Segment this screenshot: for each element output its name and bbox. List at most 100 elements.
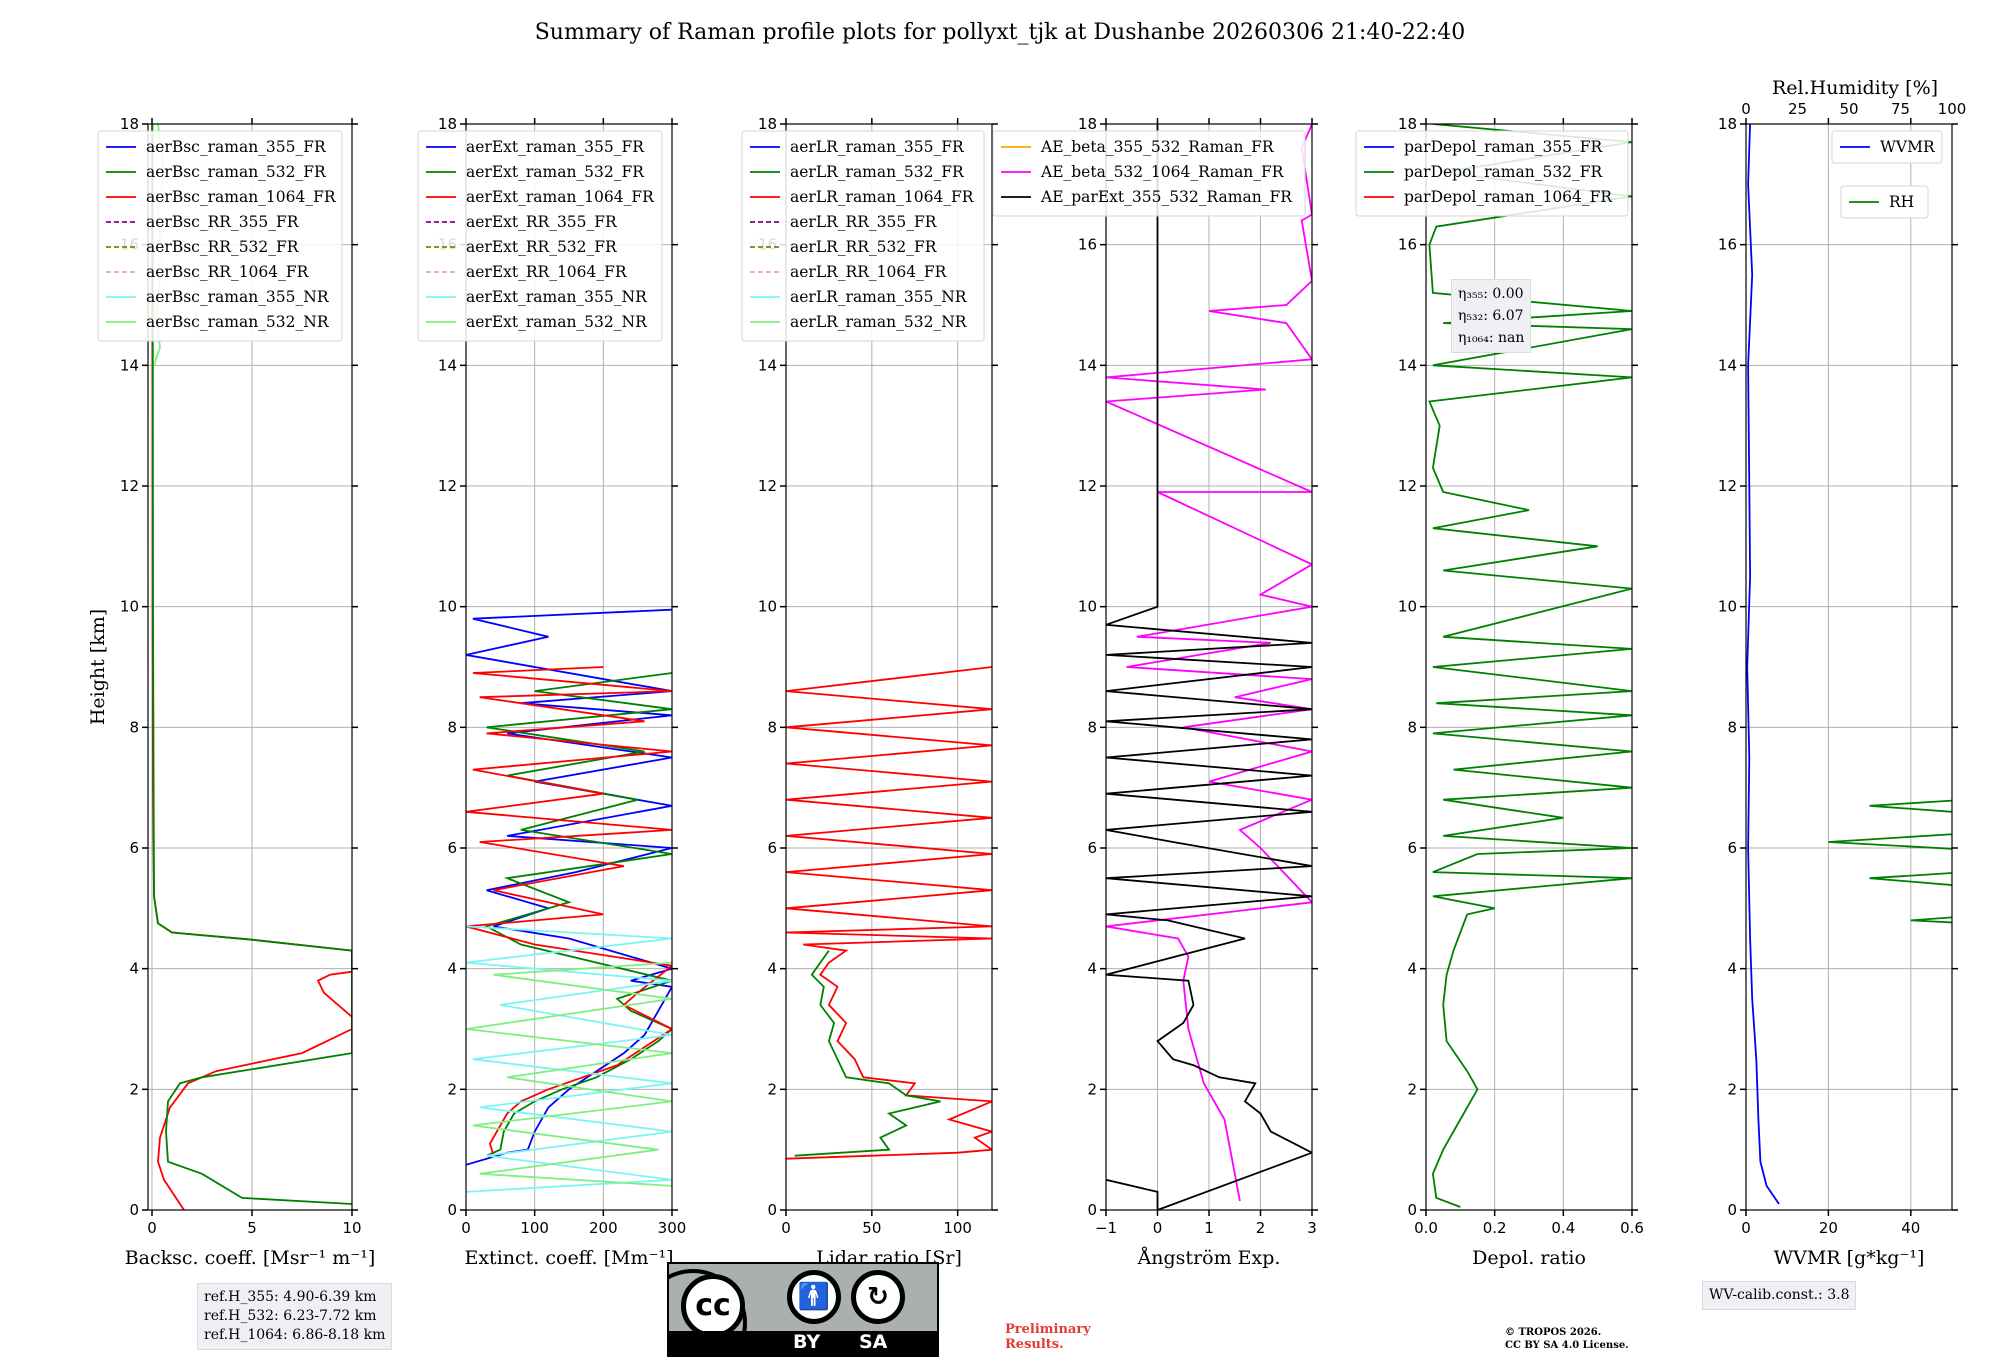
y-tick-label: 4: [767, 960, 777, 978]
share-alike-icon: ↻: [851, 1270, 905, 1324]
legend-label: aerBsc_RR_1064_FR: [146, 263, 310, 281]
legend-label: aerExt_RR_532_FR: [466, 238, 618, 256]
y-tick-label: 6: [1727, 839, 1737, 857]
x-tick-label: 300: [658, 1219, 687, 1237]
y-tick-label: 10: [1078, 598, 1097, 616]
y-tick-label: 2: [1727, 1080, 1737, 1098]
legend: aerExt_raman_355_FR aerExt_raman_532_FRae…: [417, 130, 663, 342]
legend-box: [1355, 130, 1629, 217]
legend-label: aerLR_RR_355_FR: [790, 213, 938, 231]
y-tick-label: 10: [438, 598, 457, 616]
x-tick-label: 0.4: [1551, 1219, 1575, 1237]
legend-box: [1831, 130, 1943, 164]
series-AE_beta_532_1064_Raman_FR: [1106, 124, 1312, 1202]
legend-label: aerBsc_raman_355_NR: [146, 288, 330, 306]
x-axis-label: Depol. ratio: [1472, 1247, 1586, 1269]
x-tick-label: 10: [342, 1219, 361, 1237]
x-tick-label: 0: [461, 1219, 471, 1237]
y-tick-label: 0: [1407, 1201, 1417, 1219]
y-tick-label: 16: [1718, 236, 1737, 254]
y-tick-label: 4: [447, 960, 457, 978]
legend-label: aerLR_raman_1064_FR: [790, 188, 975, 206]
y-tick-label: 10: [758, 598, 777, 616]
x-tick-label: 50: [862, 1219, 881, 1237]
y-tick-label: 14: [1718, 356, 1737, 374]
legend-label: parDepol_raman_1064_FR: [1404, 188, 1613, 206]
y-tick-label: 8: [1087, 718, 1097, 736]
cc-license-badge: cc 🚹 ↻ BY SA: [667, 1262, 939, 1357]
panel-bsc: 0246810121416180510Backsc. coeff. [Msr⁻¹…: [87, 115, 375, 1269]
y-tick-label: 12: [1718, 477, 1737, 495]
cc-by-label: BY: [793, 1331, 821, 1353]
y-tick-label: 18: [1398, 115, 1417, 133]
series-AE_parExt_355_532_Raman_FR: [1106, 124, 1312, 1210]
legend-label: aerLR_RR_532_FR: [790, 238, 938, 256]
legend: aerBsc_raman_355_FR aerBsc_raman_532_FRae…: [97, 130, 343, 342]
y-axis-label: Height [km]: [87, 609, 109, 725]
x-tick-label: 5: [247, 1219, 257, 1237]
eta-annotation: η₃₅₅: 0.00 η₅₃₂: 6.07 η₁₀₆₄: nan: [1451, 279, 1532, 353]
axes-frame: [785, 123, 993, 1211]
legend-label: aerBsc_raman_1064_FR: [146, 188, 337, 206]
x-tick-label: 200: [589, 1219, 618, 1237]
eta-1064: η₁₀₆₄: nan: [1458, 330, 1525, 346]
legend-label: aerLR_raman_355_NR: [790, 288, 968, 306]
y-tick-label: 8: [1727, 718, 1737, 736]
y-tick-label: 12: [1398, 477, 1417, 495]
series-aerBsc_raman_532_FR: [151, 124, 352, 1205]
legend-label: aerLR_raman_532_FR: [790, 163, 965, 181]
y-tick-label: 16: [1398, 236, 1417, 254]
eta-355: η₃₅₅: 0.00: [1458, 286, 1524, 302]
legend-label: parDepol_raman_532_FR: [1404, 163, 1604, 181]
cc-sa-label: SA: [859, 1331, 888, 1353]
y-tick-label: 4: [129, 960, 139, 978]
y-tick-label: 2: [129, 1080, 139, 1098]
panel-lr: 024681012141618050100Lidar ratio [Sr]aer…: [741, 115, 998, 1269]
legend-label: aerBsc_raman_532_FR: [146, 163, 327, 181]
x2-tick-label: 75: [1891, 100, 1910, 118]
legend-box: [1840, 185, 1929, 219]
legend-box: [741, 130, 985, 342]
legend-label: aerBsc_RR_355_FR: [146, 213, 300, 231]
x2-tick-label: 25: [1788, 100, 1807, 118]
legend-label: aerBsc_raman_532_NR: [146, 313, 330, 331]
copyright-note: © TROPOS 2026. CC BY SA 4.0 License.: [1505, 1326, 1705, 1352]
y-tick-label: 2: [447, 1080, 457, 1098]
y-tick-label: 14: [120, 356, 139, 374]
x-tick-label: 0: [1153, 1219, 1163, 1237]
y-tick-label: 6: [1407, 839, 1417, 857]
y-tick-label: 12: [120, 477, 139, 495]
x-tick-label: 40: [1901, 1219, 1920, 1237]
y-tick-label: 10: [1398, 598, 1417, 616]
ref-h-1064: ref.H_1064: 6.86-8.18 km: [204, 1327, 386, 1343]
legend-label: aerExt_raman_1064_FR: [466, 188, 655, 206]
legend-label: aerLR_RR_1064_FR: [790, 263, 948, 281]
y-tick-label: 2: [1087, 1080, 1097, 1098]
y-tick-label: 6: [447, 839, 457, 857]
x-tick-label: 0.6: [1620, 1219, 1644, 1237]
legend-label: aerExt_raman_355_NR: [466, 288, 648, 306]
preliminary-note: Preliminary Results.: [1005, 1322, 1091, 1352]
y-tick-label: 14: [1078, 356, 1097, 374]
y-tick-label: 0: [129, 1201, 139, 1219]
y-tick-label: 4: [1727, 960, 1737, 978]
y-tick-label: 10: [120, 598, 139, 616]
y-tick-label: 12: [758, 477, 777, 495]
reference-height-box: ref.H_355: 4.90-6.39 km ref.H_532: 6.23-…: [197, 1283, 393, 1350]
y-tick-label: 14: [1398, 356, 1417, 374]
y-tick-label: 14: [758, 356, 777, 374]
legend-label: AE_beta_355_532_Raman_FR: [1040, 138, 1275, 156]
legend-box: [417, 130, 663, 342]
y-tick-label: 18: [120, 115, 139, 133]
y-tick-label: 18: [758, 115, 777, 133]
series-aerExt_raman_532_FR: [484, 672, 672, 1157]
cc-ring-decoration: [669, 1269, 747, 1355]
x-tick-label: −1: [1095, 1219, 1117, 1237]
series-RH: [1828, 799, 1952, 924]
panel-depol: 0 2 4 6 8 10 12 14 16 18 0.0 0.2 0.4 0.6 Depol. ratio p…: [1355, 115, 1644, 1269]
legend-label: aerBsc_raman_355_FR: [146, 138, 327, 156]
x-axis-label: Backsc. coeff. [Msr⁻¹ m⁻¹]: [125, 1247, 376, 1269]
x-axis-label: Ångström Exp.: [1137, 1247, 1281, 1269]
y-tick-label: 6: [767, 839, 777, 857]
